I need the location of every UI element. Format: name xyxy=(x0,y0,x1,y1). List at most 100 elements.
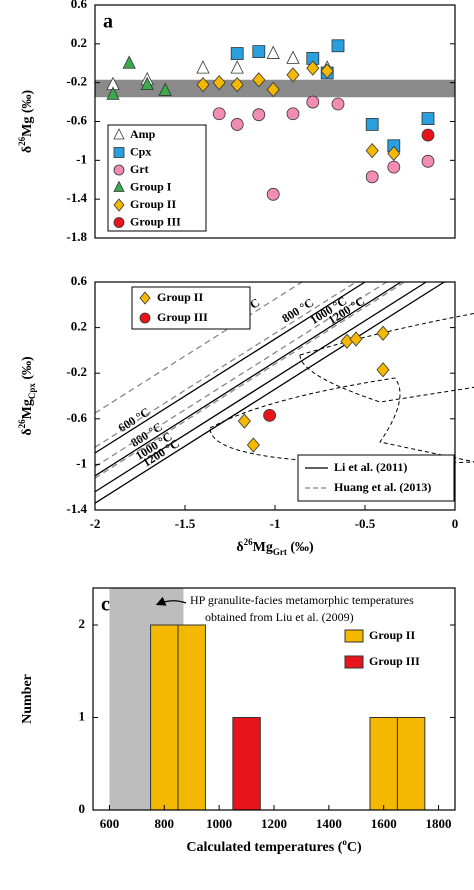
isotherm xyxy=(94,281,402,477)
point xyxy=(196,76,210,93)
label-part: Number xyxy=(20,674,35,724)
y-tick-label: -1.4 xyxy=(66,190,87,205)
x-tick-label: -2 xyxy=(90,516,101,531)
bar xyxy=(150,624,179,811)
label-part: 26 xyxy=(244,537,254,547)
point xyxy=(286,50,300,64)
legend-label: Group II xyxy=(130,197,176,211)
isotherm xyxy=(94,281,405,479)
y-tick-label: -1.4 xyxy=(66,501,87,516)
point xyxy=(139,312,151,324)
point xyxy=(263,408,277,422)
point xyxy=(306,60,320,76)
y-tick-label: 0 xyxy=(79,801,86,816)
legend-box xyxy=(297,454,455,502)
x-tick-label: -0.5 xyxy=(355,516,376,531)
label-part: (‰) xyxy=(287,540,314,555)
y-tick-label: -0.6 xyxy=(66,112,87,127)
legend-label: Cpx xyxy=(130,144,151,158)
point xyxy=(122,55,136,69)
isotherm xyxy=(94,281,357,448)
x-axis-label: δ26MgGrt (‰) xyxy=(236,537,314,557)
point xyxy=(230,76,244,93)
label-part: C) xyxy=(347,840,362,855)
group-outline xyxy=(209,377,474,464)
y-tick-label: -0.2 xyxy=(66,364,87,379)
point xyxy=(320,63,334,79)
x-tick-label: 1000 xyxy=(206,816,232,831)
point xyxy=(421,112,435,125)
point xyxy=(113,217,125,228)
x-tick-label: 1400 xyxy=(316,816,342,831)
panel-label: c xyxy=(101,594,110,616)
isotherm xyxy=(94,281,366,454)
point xyxy=(365,170,379,184)
label-part: δ xyxy=(20,146,35,153)
point xyxy=(196,60,210,74)
legend-label: Amp xyxy=(130,127,156,141)
isotherm xyxy=(94,281,445,504)
point xyxy=(212,107,226,121)
point xyxy=(158,82,172,96)
x-tick-label: -1.5 xyxy=(175,516,196,531)
point xyxy=(387,160,401,174)
x-tick-label: 1200 xyxy=(261,816,287,831)
x-tick-label: 0 xyxy=(452,516,459,531)
bar xyxy=(396,717,426,811)
legend-label: Li et al. (2011) xyxy=(334,460,407,474)
label-part: 26 xyxy=(17,136,27,146)
label-part: Mg xyxy=(20,399,35,419)
x-axis-label: Calculated temperatures (oC) xyxy=(186,837,362,855)
x-tick-label: 600 xyxy=(100,816,120,831)
point xyxy=(113,198,125,212)
point xyxy=(246,437,260,453)
label-part: 26 xyxy=(17,419,27,429)
label-part: δ xyxy=(236,540,243,555)
label-part: Grt xyxy=(273,547,287,557)
y-tick-label: -0.6 xyxy=(66,410,87,425)
point xyxy=(349,331,363,347)
label-part: Mg (‰) xyxy=(20,90,35,137)
y-axis-label: δ26MgCpx (‰) xyxy=(17,356,37,436)
point xyxy=(376,325,390,341)
point xyxy=(365,118,379,131)
x-tick-label: -1 xyxy=(270,516,281,531)
point xyxy=(252,108,266,122)
label-part: Calculated temperatures ( xyxy=(186,840,342,855)
point xyxy=(266,81,280,98)
y-axis-label: Number xyxy=(20,674,35,724)
y-axis-label: δ26Mg (‰) xyxy=(17,90,35,154)
y-tick-label: 0.6 xyxy=(71,0,88,11)
point xyxy=(365,143,379,159)
y-tick-label: 2 xyxy=(79,616,86,631)
legend-label: Group II xyxy=(157,290,203,304)
point xyxy=(230,60,244,74)
legend-box xyxy=(131,286,251,330)
point xyxy=(113,128,125,140)
point xyxy=(252,72,266,88)
annotation-arrow xyxy=(155,596,187,606)
bar xyxy=(177,624,206,811)
point xyxy=(230,118,244,131)
annotation: obtained from Liu et al. (2009) xyxy=(205,610,354,624)
label-part: δ xyxy=(20,428,35,435)
point xyxy=(212,75,226,91)
x-tick-label: 800 xyxy=(155,816,175,831)
y-tick-label: -0.2 xyxy=(66,74,87,89)
point xyxy=(286,107,300,121)
legend-label: Huang et al. (2013) xyxy=(334,480,431,494)
point xyxy=(252,45,266,58)
x-tick-label: 1600 xyxy=(371,816,397,831)
label-part: Mg xyxy=(253,540,273,555)
panel-label: a xyxy=(103,11,113,33)
legend-box xyxy=(107,124,207,232)
bar xyxy=(232,717,261,811)
y-tick-label: -1 xyxy=(76,455,87,470)
label-part: (‰) xyxy=(20,356,35,383)
point xyxy=(421,154,435,168)
legend-label: Group III xyxy=(157,310,208,324)
point xyxy=(331,39,345,53)
y-tick-label: 0.2 xyxy=(71,319,87,334)
x-tick-label: 1800 xyxy=(426,816,452,831)
